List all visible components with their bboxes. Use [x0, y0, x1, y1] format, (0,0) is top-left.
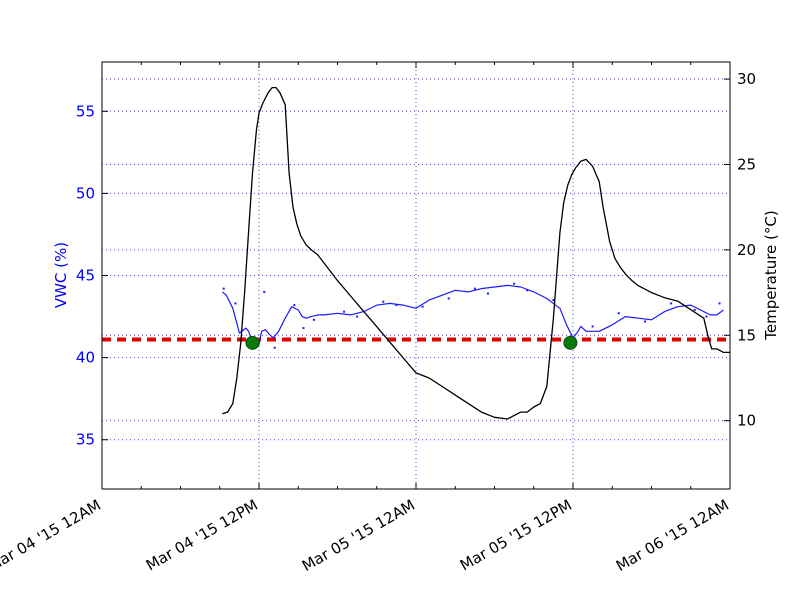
- x-tick-label: Mar 05 '15 12PM: [457, 496, 575, 575]
- vwc-point: [312, 318, 315, 321]
- x-tick-label: Mar 04 '15 12PM: [143, 496, 261, 575]
- y-tick-label-right: 15: [737, 326, 756, 344]
- grid-lines: [102, 62, 730, 489]
- vwc-point: [222, 287, 225, 290]
- vwc-point: [693, 308, 696, 311]
- marker-layer: [245, 335, 578, 350]
- y-tick-label-right: 25: [737, 155, 756, 173]
- vwc-point: [705, 315, 708, 318]
- vwc-point: [526, 289, 529, 292]
- y-axis-label-left: VWC (%): [52, 242, 70, 308]
- temperature-line: [222, 86, 730, 420]
- y-axis-label-right: Temperature (°C): [762, 210, 780, 340]
- vwc-point: [447, 297, 450, 300]
- y-tick-label-left: 40: [76, 349, 95, 367]
- vwc-point: [234, 302, 237, 305]
- y-tick-label-right: 20: [737, 241, 756, 259]
- x-tick-label: Mar 06 '15 12AM: [613, 496, 732, 575]
- vwc-point: [591, 325, 594, 328]
- vwc-point: [302, 327, 305, 330]
- vwc-point: [552, 299, 555, 302]
- vwc-point: [356, 315, 359, 318]
- x-tick-label: Mar 05 '15 12AM: [299, 496, 418, 575]
- vwc-point: [343, 310, 346, 313]
- y-tick-label-left: 55: [76, 102, 95, 120]
- x-tick-label: Mar 04 '15 12AM: [0, 496, 104, 575]
- vwc-point: [473, 287, 476, 290]
- vwc-point: [617, 312, 620, 315]
- vwc-point: [273, 346, 276, 349]
- vwc-point: [486, 292, 489, 295]
- y-tick-label-right: 30: [737, 70, 756, 88]
- y-tick-label-left: 50: [76, 184, 95, 202]
- y-tick-label-left: 35: [76, 431, 95, 449]
- event-marker: [245, 335, 260, 350]
- vwc-point: [670, 302, 673, 305]
- vwc-point: [718, 302, 721, 305]
- vwc-point: [382, 300, 385, 303]
- vwc-point: [293, 304, 296, 307]
- vwc-point: [513, 282, 516, 285]
- vwc-point: [395, 304, 398, 307]
- series-layer: [222, 86, 730, 420]
- y-tick-label-left: 45: [76, 267, 95, 285]
- vwc-point: [421, 305, 424, 308]
- vwc-point: [643, 320, 646, 323]
- vwc-point: [263, 290, 266, 293]
- y-tick-label-right: 10: [737, 412, 756, 430]
- vwc-line: [222, 284, 724, 349]
- event-marker: [563, 335, 578, 350]
